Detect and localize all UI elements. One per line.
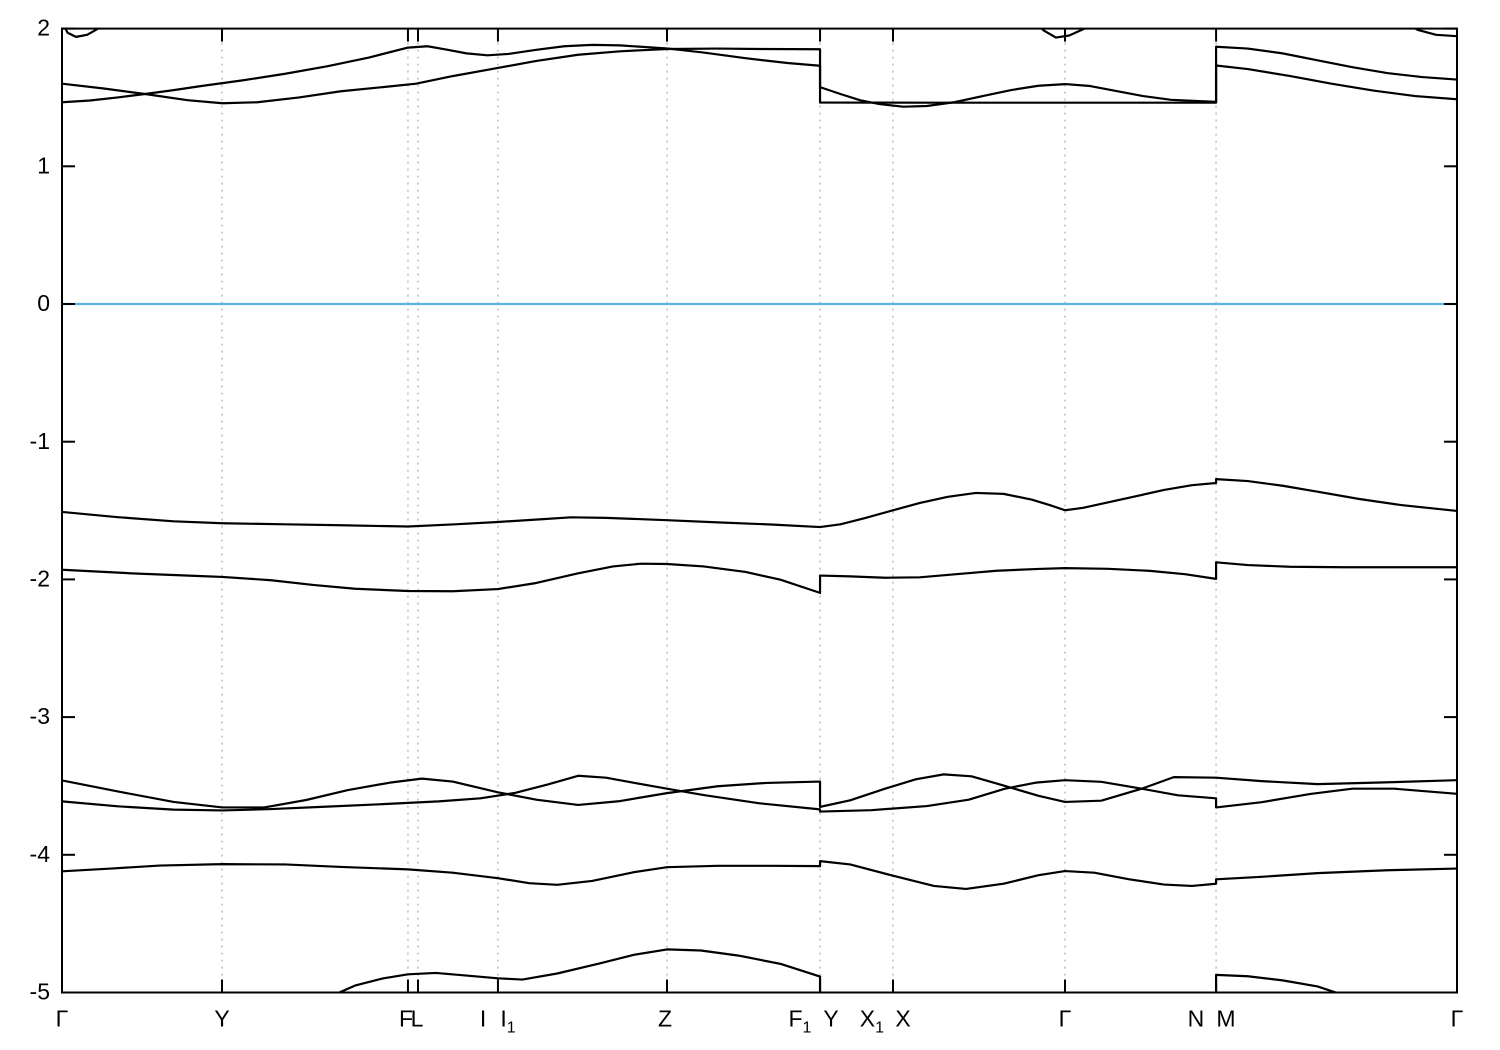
band-5 xyxy=(62,561,1457,594)
y-tick-label: -4 xyxy=(30,841,51,867)
y-tick-label: 2 xyxy=(37,15,50,41)
y-tick-label: -5 xyxy=(30,979,50,1005)
x-tick-label: Γ xyxy=(1059,1006,1072,1032)
band-top-clipped-arc-right xyxy=(1413,28,1457,38)
band-1-left xyxy=(336,948,822,993)
y-tick-label: 1 xyxy=(37,152,50,178)
x-tick-label: F xyxy=(399,1006,413,1032)
band-2 xyxy=(62,860,1457,891)
x-tick-label: X1 xyxy=(860,1006,884,1037)
x-tick-label: L xyxy=(411,1006,424,1032)
x-tick-label: I1 xyxy=(500,1006,515,1037)
x-tick-label: Y xyxy=(823,1006,838,1032)
x-tick-label: M xyxy=(1216,1006,1235,1032)
x-tick-label: Γ xyxy=(56,1006,69,1032)
axis-labels-group: 210-1-2-3-4-5Γ Y FL I I1 Z F1 Y X1 X Γ N M Γ xyxy=(30,15,1464,1037)
plot-border xyxy=(61,27,1458,994)
band-4 xyxy=(62,773,1457,809)
band-8 xyxy=(62,45,1457,108)
x-tick-label: N xyxy=(1188,1006,1205,1032)
y-tick-label: -3 xyxy=(30,703,50,729)
x-tick-label: Γ xyxy=(1451,1006,1464,1032)
x-tick-label: Y xyxy=(214,1006,229,1032)
y-tick-label: -1 xyxy=(30,428,50,454)
band-3 xyxy=(62,774,1457,813)
band-curves-group xyxy=(62,28,1457,993)
y-tick-label: 0 xyxy=(37,290,50,316)
band-top-clipped-arc-left xyxy=(64,28,100,38)
band-1-right xyxy=(1214,973,1340,993)
x-tick-label: I xyxy=(480,1006,486,1032)
band-6 xyxy=(62,478,1457,529)
axes-frame-group xyxy=(61,27,1458,994)
x-tick-label: Z xyxy=(658,1006,672,1032)
y-tick-label: -2 xyxy=(30,565,50,591)
band-7 xyxy=(62,43,1457,104)
x-tick-label: X xyxy=(895,1006,910,1032)
x-tick-label: F1 xyxy=(788,1006,811,1037)
